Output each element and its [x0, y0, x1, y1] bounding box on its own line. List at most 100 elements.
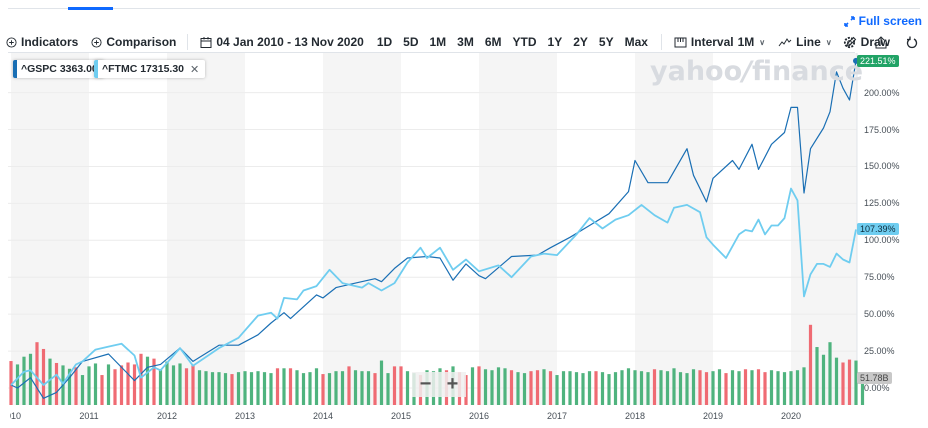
share-button[interactable] [875, 33, 887, 51]
date-range-label: 04 Jan 2010 - 13 Nov 2020 [216, 35, 364, 49]
gspc-last-value-tag: 221.51% [857, 55, 899, 67]
volume-bar [626, 368, 631, 405]
zoom-out-button[interactable]: − [419, 373, 432, 395]
volume-bar [769, 370, 774, 405]
volume-bar [295, 370, 299, 405]
volume-bar [464, 375, 468, 405]
date-range-picker[interactable]: 04 Jan 2010 - 13 Nov 2020 [200, 35, 364, 49]
year-band [323, 53, 401, 405]
x-tick-label: 2020 [780, 411, 802, 421]
volume-bar [41, 348, 46, 405]
volume-bar [386, 373, 390, 405]
volume-bar [509, 370, 514, 405]
ftmc-last-value-tag: 107.39% [857, 223, 899, 235]
legend-chip-gspc[interactable]: ^GSPC 3363.00 [13, 60, 104, 78]
volume-bar [561, 371, 566, 405]
range-1m[interactable]: 1M [429, 35, 447, 49]
interval-icon [674, 37, 687, 47]
volume-bar [763, 372, 767, 405]
range-5y[interactable]: 5Y [598, 35, 614, 49]
x-tick-label: 2013 [234, 411, 256, 421]
expand-arrows-icon [843, 15, 855, 27]
active-tab-indicator[interactable] [68, 7, 113, 10]
reset-button[interactable] [906, 33, 918, 51]
remove-series-icon[interactable]: ✕ [190, 63, 200, 76]
settings-icon [843, 36, 856, 48]
volume-bar [756, 369, 761, 405]
interval-dropdown[interactable]: Interval 1M ∨ [674, 35, 765, 49]
volume-bar [145, 356, 150, 405]
year-band [791, 53, 857, 405]
comparison-button[interactable]: Comparison [91, 35, 176, 49]
volume-bar [581, 373, 585, 405]
volume-bar [340, 371, 345, 405]
volume-bar [399, 366, 403, 405]
range-5d[interactable]: 5D [403, 35, 419, 49]
volume-bar [633, 370, 637, 405]
volume-bar [308, 372, 312, 405]
volume-bar [841, 362, 845, 405]
range-2y[interactable]: 2Y [573, 35, 588, 49]
share-icon [875, 35, 887, 48]
volume-bar [587, 371, 592, 405]
volume-bar [535, 370, 540, 405]
indicators-button[interactable]: Indicators [6, 35, 78, 49]
volume-bar [600, 372, 605, 405]
volume-bar [516, 372, 520, 405]
volume-last-value-tag: 51.78B [857, 372, 892, 384]
year-band [635, 53, 713, 405]
volume-bar [828, 342, 832, 405]
x-tick-label: 2012 [156, 411, 178, 421]
volume-bar [555, 375, 559, 405]
range-1y[interactable]: 1Y [547, 35, 563, 49]
volume-bar [87, 366, 91, 405]
volume-bar [262, 372, 267, 405]
yahoo-finance-watermark: yahoo/finance [650, 56, 864, 87]
legend-symbol: ^GSPC [21, 63, 57, 75]
volume-bar [113, 369, 117, 405]
volume-bar [15, 364, 20, 405]
volume-bar [574, 372, 579, 405]
y-tick-label: 175.00% [864, 124, 900, 135]
series-color-swatch [94, 60, 98, 78]
volume-bar [548, 371, 553, 405]
range-3m[interactable]: 3M [457, 35, 474, 49]
fullscreen-button[interactable]: Full screen [843, 14, 922, 28]
year-band [167, 53, 245, 405]
legend-chip-ftmc[interactable]: ^FTMC 17315.30 ✕ [94, 60, 206, 78]
volume-bar [691, 369, 696, 405]
volume-bar [639, 371, 644, 405]
y-tick-label: 100.00% [864, 235, 900, 246]
series-line-ftmc [10, 187, 857, 386]
range-1d[interactable]: 1D [376, 35, 393, 49]
range-6m[interactable]: 6M [484, 35, 502, 49]
volume-bar [620, 370, 624, 405]
zoom-in-button[interactable]: + [446, 373, 459, 395]
year-band [11, 53, 89, 405]
volume-bar [405, 371, 410, 405]
volume-bar [80, 375, 85, 405]
volume-bar [860, 379, 865, 405]
volume-bar [106, 364, 111, 405]
volume-bar [776, 371, 780, 405]
legend-price: 17315.30 [140, 63, 185, 75]
chart-type-dropdown[interactable]: Line ∨ [778, 35, 832, 49]
y-tick-label: 50.00% [864, 309, 895, 320]
volume-bar [594, 371, 598, 405]
range-max[interactable]: Max [624, 35, 648, 49]
volume-bar [646, 372, 650, 405]
volume-bar [607, 374, 611, 405]
volume-bar [223, 373, 228, 405]
range-ytd[interactable]: YTD [512, 35, 537, 49]
reset-icon [906, 36, 918, 48]
legend-symbol: ^FTMC [102, 63, 138, 75]
volume-bar [490, 370, 494, 405]
volume-bar [269, 373, 273, 405]
y-tick-label: 75.00% [864, 272, 895, 283]
zoom-controls: − + [412, 372, 466, 397]
settings-button[interactable] [843, 33, 856, 51]
comparison-label: Comparison [106, 35, 177, 49]
volume-bar [782, 372, 787, 405]
volume-bar [834, 357, 839, 405]
